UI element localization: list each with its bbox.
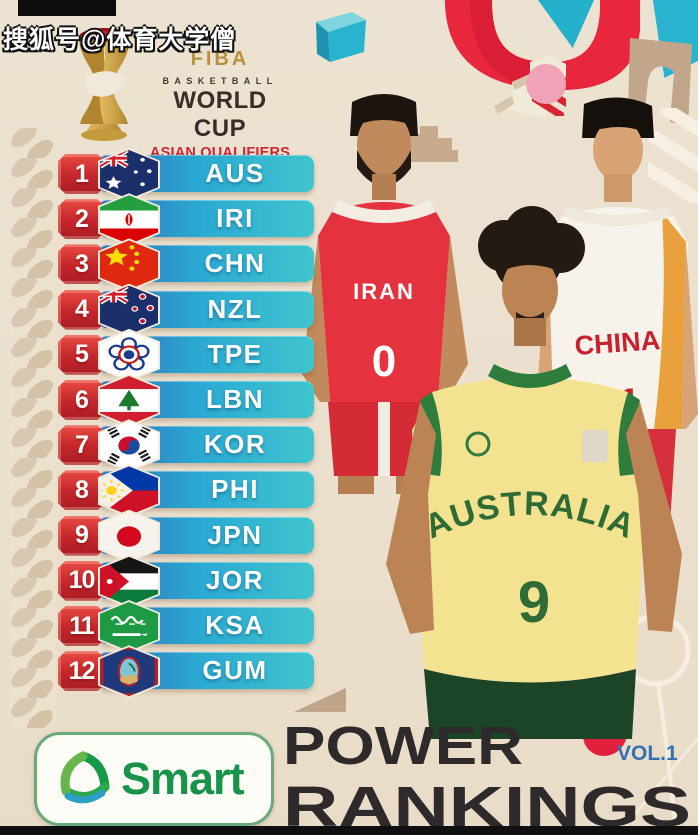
country-code-label: KOR (203, 429, 267, 460)
rank-number-badge: 3 (58, 244, 105, 285)
trophy-icon (79, 28, 130, 141)
ranking-row-kor: 7 KOR (58, 419, 314, 473)
aus-flag-icon (100, 150, 158, 199)
rank-number: 4 (75, 295, 89, 324)
ranking-row-gum: 12 GUM (58, 645, 314, 699)
rank-number-badge: 8 (58, 470, 105, 511)
white-stripes-decoration (648, 108, 698, 203)
rank-number: 7 (75, 430, 89, 459)
flag-hexagon (98, 645, 160, 699)
country-code-label: KSA (205, 610, 265, 640)
phi-flag-icon (100, 466, 158, 516)
rank-number: 10 (68, 566, 96, 595)
country-code-label: CHN (204, 248, 266, 279)
ksa-flag-icon (100, 602, 158, 651)
smart-sponsor-label: Smart (121, 753, 245, 804)
watermark-bar (18, 0, 116, 16)
gum-flag-icon (100, 647, 158, 697)
basketball-label: BASKETBALL (162, 76, 278, 86)
ranking-row-jor: 10 JOR (58, 554, 314, 608)
title-line-power: POWER (283, 716, 523, 776)
rank-number: 1 (75, 159, 89, 188)
country-code-label: JOR (206, 564, 264, 595)
rank-number-badge: 6 (58, 380, 105, 420)
rank-number: 11 (69, 611, 94, 640)
rank-number: 8 (75, 475, 89, 504)
ranking-row-lbn: 6 LBN (58, 374, 314, 427)
tpe-flag-icon (100, 330, 158, 380)
ranking-row-nzl: 4 NZL (58, 283, 314, 337)
country-code-label: JPN (207, 519, 263, 550)
player-iran: IRAN 0 (302, 94, 468, 494)
world-cup-label: WORLD CUP (173, 87, 267, 142)
country-code-label: LBN (206, 384, 264, 414)
flag-hexagon (98, 328, 160, 382)
teal-prism-decoration (316, 12, 366, 62)
ranking-list: 1 AUS 2 IRI 3 CHN 4 NZL 5 TPE 6 LBN 7 KOR 8 PHI 9 JPN 10 JO… (58, 148, 314, 699)
rank-number-badge: 4 (58, 289, 105, 330)
lbn-flag-icon (100, 376, 158, 425)
australia-jersey-number: 9 (518, 570, 550, 635)
fiba-label: FIBA (190, 48, 250, 70)
iran-jersey-text: IRAN (353, 279, 415, 304)
jpn-flag-icon (100, 511, 158, 561)
rank-number: 12 (68, 656, 96, 685)
ranking-row-aus: 1 AUS (58, 148, 314, 201)
iri-flag-icon (100, 195, 158, 245)
ranking-row-ksa: 11 KSA (58, 600, 314, 653)
ranking-row-iri: 2 IRI (58, 193, 314, 247)
flag-hexagon (98, 238, 160, 292)
rank-number-badge: 10 (58, 560, 105, 601)
flag-hexagon (98, 283, 160, 337)
rank-number: 9 (75, 521, 89, 550)
rope-pattern-decoration (10, 128, 56, 728)
country-code-label: TPE (207, 338, 263, 369)
country-code-label: PHI (211, 474, 259, 505)
rank-number-badge: 1 (58, 154, 105, 194)
watermark-text: 搜狐号@体育大学僧 (3, 26, 237, 54)
title-line-rankings: RANKINGS (283, 775, 691, 834)
ranking-row-chn: 3 CHN (58, 238, 314, 292)
nzl-flag-icon (100, 285, 158, 335)
volume-label: VOL.1 (617, 742, 678, 765)
china-jersey-text: CHINA (574, 325, 661, 361)
rank-number-badge: 5 (58, 334, 105, 375)
smart-logo-icon (60, 751, 110, 804)
flag-hexagon (98, 193, 160, 247)
pink-circle-decoration (526, 64, 566, 104)
country-code-label: NZL (207, 293, 263, 324)
flag-hexagon (98, 600, 160, 653)
rank-number-badge: 12 (58, 651, 105, 692)
rank-number: 3 (75, 249, 89, 278)
flag-hexagon (98, 419, 160, 473)
rank-number-badge: 2 (58, 199, 105, 240)
rank-number: 2 (75, 204, 89, 233)
rank-number-badge: 7 (58, 425, 105, 466)
ranking-row-jpn: 9 JPN (58, 509, 314, 563)
fiba-logo-text: FIBA BASKETBALL WORLD CUP ASIAN QUALIFIE… (144, 48, 296, 161)
jor-flag-icon (100, 556, 158, 606)
kor-flag-icon (100, 421, 158, 471)
chn-flag-icon (100, 240, 158, 290)
rank-number: 5 (75, 340, 89, 369)
power-rankings-title: POWER RANKINGS (283, 716, 691, 834)
ranking-row-phi: 8 PHI (58, 464, 314, 518)
country-code-label: IRI (216, 203, 254, 234)
iran-jersey-number: 0 (372, 337, 396, 386)
flag-hexagon (98, 554, 160, 608)
bottom-bar (0, 826, 698, 835)
red-ribbon-decoration (445, 0, 640, 91)
ranking-row-tpe: 5 TPE (58, 328, 314, 382)
country-code-label: AUS (205, 158, 265, 188)
country-code-label: GUM (202, 655, 268, 686)
rank-number-badge: 11 (58, 606, 105, 646)
smart-sponsor-badge: Smart (34, 732, 274, 826)
rank-number-badge: 9 (58, 515, 105, 556)
player-australia: AUSTRALIA 9 (386, 206, 682, 739)
rank-number: 6 (75, 385, 89, 414)
flag-hexagon (98, 509, 160, 563)
